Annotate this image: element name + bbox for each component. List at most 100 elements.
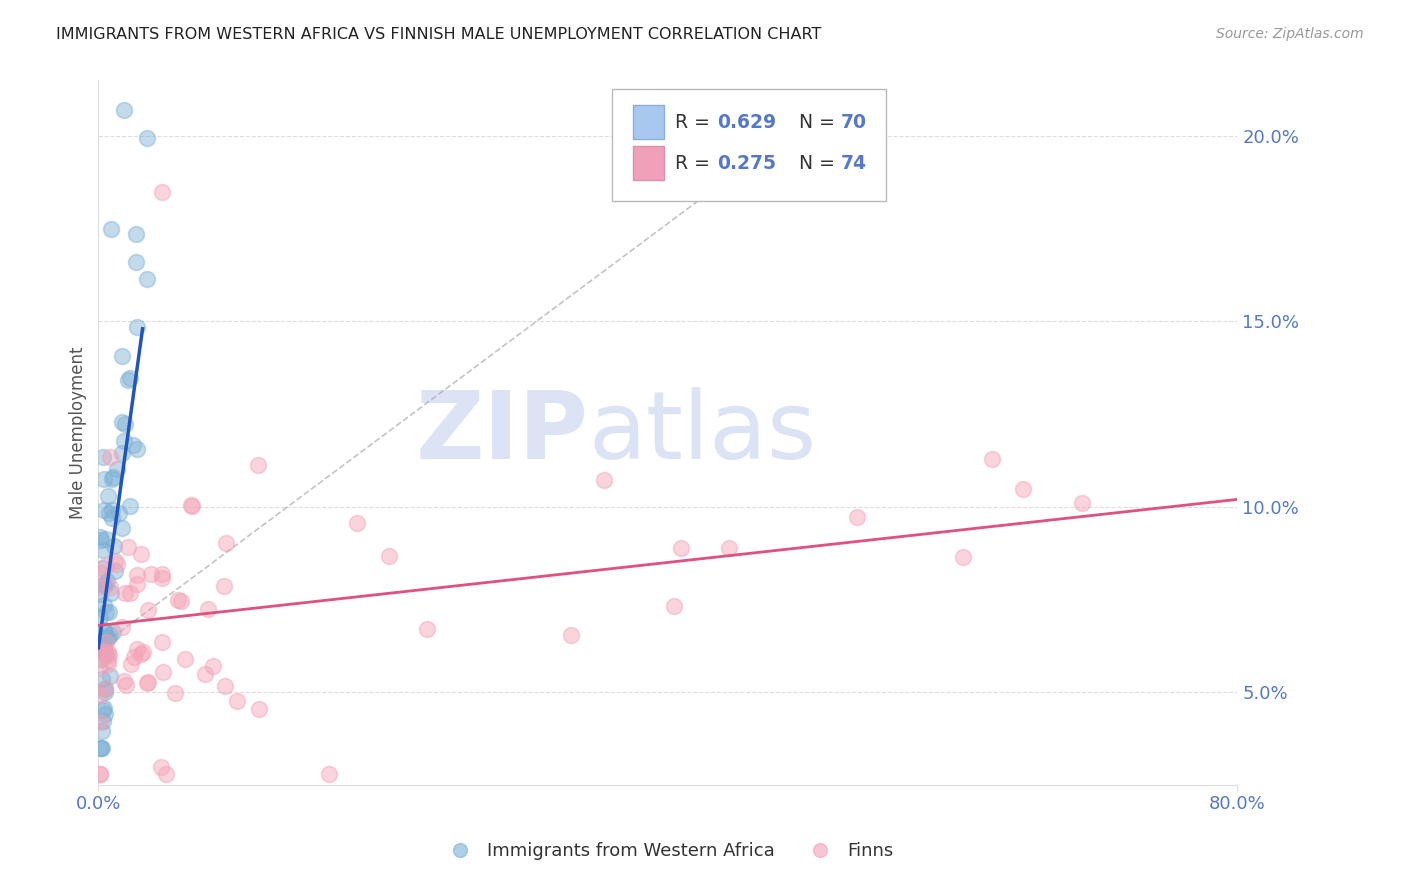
Point bbox=[135, 676, 157, 690]
Point bbox=[91, 714, 114, 728]
Point bbox=[201, 658, 224, 673]
Point bbox=[125, 442, 148, 457]
Point bbox=[212, 578, 235, 592]
Point bbox=[152, 566, 174, 581]
Point bbox=[90, 652, 112, 666]
Point bbox=[93, 502, 115, 516]
Point bbox=[94, 630, 117, 644]
Point bbox=[138, 602, 160, 616]
Point bbox=[101, 502, 124, 516]
Point bbox=[96, 657, 118, 671]
Point bbox=[125, 577, 148, 591]
Point bbox=[150, 635, 173, 649]
Point bbox=[117, 373, 139, 387]
Text: N =: N = bbox=[787, 112, 841, 132]
Point bbox=[93, 642, 115, 657]
Point bbox=[104, 554, 127, 568]
Point bbox=[108, 507, 131, 521]
Point bbox=[111, 446, 134, 460]
Point bbox=[94, 684, 117, 698]
Point bbox=[173, 652, 195, 666]
Point bbox=[125, 319, 148, 334]
Point bbox=[98, 605, 121, 619]
Point bbox=[135, 272, 157, 286]
Point bbox=[141, 566, 163, 581]
Point bbox=[89, 634, 111, 648]
Point bbox=[111, 620, 134, 634]
Point bbox=[1012, 482, 1035, 496]
Point bbox=[98, 450, 121, 464]
Point bbox=[111, 349, 134, 363]
Point bbox=[101, 511, 124, 525]
Point bbox=[980, 451, 1002, 466]
Point bbox=[94, 645, 117, 659]
Point bbox=[664, 599, 686, 613]
Point bbox=[121, 438, 143, 452]
Point bbox=[89, 767, 111, 781]
Point bbox=[125, 255, 148, 269]
Point bbox=[155, 767, 177, 781]
Point bbox=[1071, 496, 1094, 510]
Text: R =: R = bbox=[675, 153, 716, 173]
Point bbox=[94, 633, 117, 648]
Point bbox=[89, 566, 111, 580]
Point bbox=[100, 580, 122, 594]
Point bbox=[98, 648, 121, 662]
Point bbox=[101, 472, 124, 486]
Point bbox=[89, 661, 111, 675]
Point bbox=[135, 131, 157, 145]
Point bbox=[122, 649, 145, 664]
Point bbox=[93, 578, 115, 592]
Point bbox=[181, 500, 204, 514]
Point bbox=[91, 740, 114, 755]
Text: 74: 74 bbox=[841, 153, 866, 173]
Text: ZIP: ZIP bbox=[415, 386, 588, 479]
Point bbox=[93, 681, 115, 695]
Point bbox=[717, 541, 740, 556]
Point bbox=[89, 587, 111, 601]
Point bbox=[90, 672, 112, 686]
Point bbox=[97, 653, 120, 667]
Point bbox=[100, 586, 122, 600]
Point bbox=[180, 498, 202, 512]
Point bbox=[225, 694, 247, 708]
Point bbox=[125, 568, 148, 582]
Point bbox=[846, 509, 869, 524]
Point bbox=[91, 450, 114, 465]
Point bbox=[346, 516, 368, 530]
Point bbox=[170, 594, 193, 608]
Point bbox=[194, 667, 217, 681]
Point bbox=[93, 624, 115, 638]
Point bbox=[93, 624, 115, 639]
Point bbox=[98, 669, 121, 683]
Point bbox=[416, 622, 439, 636]
Text: 70: 70 bbox=[841, 112, 866, 132]
Point bbox=[593, 473, 616, 487]
Point bbox=[247, 702, 270, 716]
Point bbox=[111, 521, 134, 535]
Point bbox=[96, 574, 118, 588]
Point bbox=[96, 532, 118, 546]
Point bbox=[94, 706, 117, 721]
Point bbox=[91, 578, 114, 592]
Text: atlas: atlas bbox=[588, 386, 817, 479]
Point bbox=[149, 760, 172, 774]
Point bbox=[952, 549, 974, 564]
Point bbox=[89, 740, 111, 755]
Point bbox=[112, 674, 135, 689]
Text: IMMIGRANTS FROM WESTERN AFRICA VS FINNISH MALE UNEMPLOYMENT CORRELATION CHART: IMMIGRANTS FROM WESTERN AFRICA VS FINNIS… bbox=[56, 27, 821, 42]
Point bbox=[318, 767, 340, 781]
Text: R =: R = bbox=[675, 112, 716, 132]
Point bbox=[114, 586, 136, 600]
Point bbox=[89, 767, 111, 781]
Point bbox=[112, 434, 135, 449]
Point bbox=[98, 506, 121, 520]
Point bbox=[94, 606, 117, 620]
Point bbox=[120, 586, 142, 600]
Point bbox=[114, 417, 136, 432]
Point bbox=[89, 609, 111, 624]
Point bbox=[93, 701, 115, 715]
Point bbox=[150, 570, 173, 584]
Point bbox=[94, 647, 117, 661]
Point bbox=[378, 549, 401, 564]
